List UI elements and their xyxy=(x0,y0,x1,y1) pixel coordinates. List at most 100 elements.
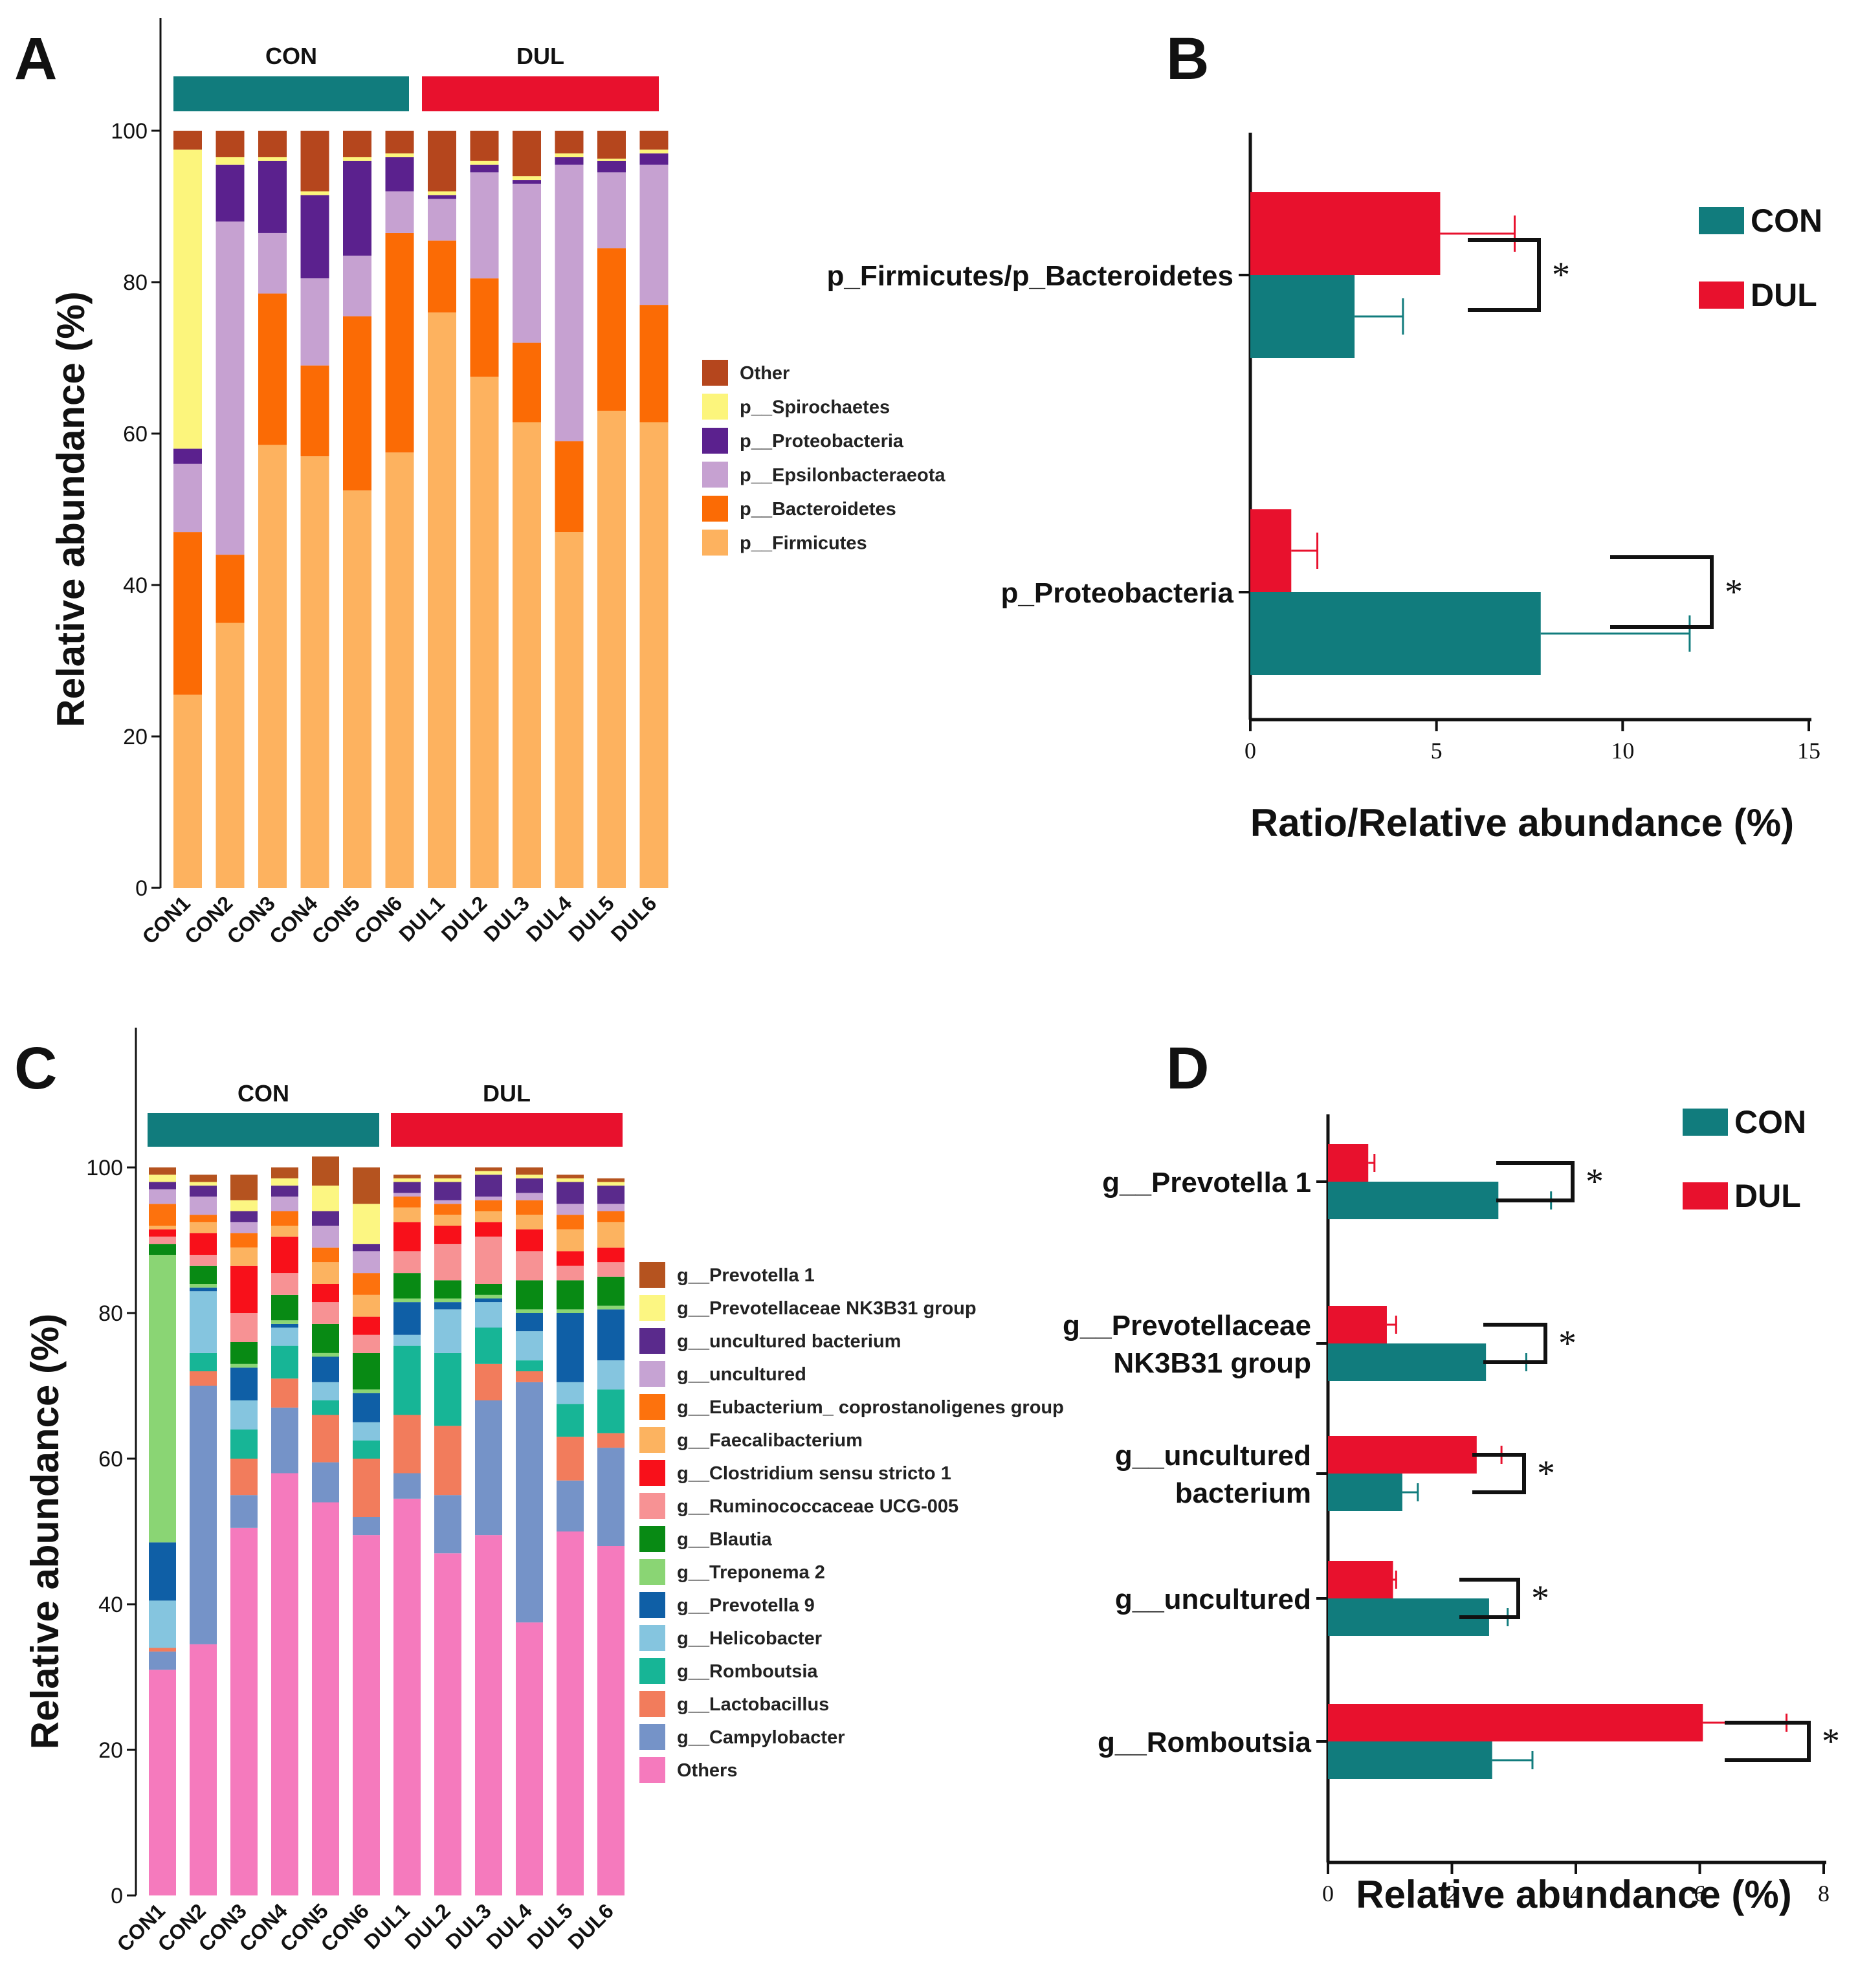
bar-segment xyxy=(343,490,371,888)
x-tick-label: CON5 xyxy=(307,891,364,948)
bar-segment xyxy=(393,1178,421,1182)
bar-segment xyxy=(434,1280,461,1299)
bar-segment xyxy=(271,1294,298,1321)
bar-segment xyxy=(312,1382,339,1400)
bar-segment xyxy=(513,422,541,888)
bar-segment xyxy=(271,1408,298,1474)
category-label: g__Romboutsia xyxy=(1098,1727,1312,1758)
bar-segment xyxy=(516,1622,543,1895)
bar-con xyxy=(1250,275,1355,358)
bar-segment xyxy=(149,1255,176,1543)
legend-swatch xyxy=(639,1691,665,1717)
bar-segment xyxy=(475,1167,502,1171)
bar-segment xyxy=(516,1229,543,1252)
bar-segment xyxy=(597,172,626,248)
bar-segment xyxy=(434,1309,461,1353)
bar-segment xyxy=(516,1251,543,1281)
bar-segment xyxy=(230,1222,258,1233)
bar-segment xyxy=(557,1175,584,1178)
panel-b: B 0 5 10 15 Ratio/Relative abundance (%) p_Fir… xyxy=(827,26,1823,845)
bar-segment xyxy=(434,1178,461,1182)
bar-segment xyxy=(597,1186,625,1204)
bar-segment xyxy=(149,1182,176,1189)
category-label-line: g__Prevotellaceae xyxy=(1063,1310,1311,1342)
bar-segment xyxy=(271,1323,298,1328)
group-label-con: CON xyxy=(265,43,317,69)
legend-label: g__Romboutsia xyxy=(677,1661,818,1682)
bar-segment xyxy=(149,1189,176,1204)
y-tick-label: 60 xyxy=(98,1447,123,1472)
bar-segment xyxy=(475,1222,502,1237)
bar-segment xyxy=(597,1305,625,1310)
bar-segment xyxy=(557,1229,584,1252)
bar-segment xyxy=(173,532,202,695)
x-tick-label: DUL6 xyxy=(563,1899,618,1954)
legend-swatch xyxy=(639,1625,665,1651)
x-tick-label: 15 xyxy=(1797,738,1820,764)
category-label: g__uncultured xyxy=(1115,1584,1311,1615)
bar-segment xyxy=(597,159,626,161)
bar-segment xyxy=(555,164,584,441)
x-tick-label: CON4 xyxy=(265,891,322,948)
bar-segment xyxy=(393,1197,421,1208)
category-label-line: g__Prevotella 1 xyxy=(1102,1167,1311,1198)
bar-segment xyxy=(557,1251,584,1266)
bar-segment xyxy=(428,240,456,313)
bar-segment xyxy=(597,410,626,888)
significance-star: * xyxy=(1558,1323,1576,1364)
x-tick-label: 2 xyxy=(1446,1881,1458,1906)
x-tick-label: 8 xyxy=(1818,1881,1830,1906)
bar-segment xyxy=(149,1226,176,1230)
bar-segment xyxy=(230,1430,258,1459)
bar-segment xyxy=(516,1200,543,1215)
bar-segment xyxy=(258,157,287,161)
bar-segment xyxy=(557,1480,584,1532)
bar-segment xyxy=(353,1316,380,1335)
legend-swatch xyxy=(639,1559,665,1585)
bar-segment xyxy=(271,1236,298,1274)
bar-segment xyxy=(555,532,584,888)
bar-segment xyxy=(343,157,371,161)
x-tick-label: CON3 xyxy=(223,891,280,948)
bar-segment xyxy=(173,149,202,449)
bar-segment xyxy=(230,1364,258,1368)
bar-segment xyxy=(516,1371,543,1382)
bar-segment xyxy=(597,131,626,159)
bar-segment xyxy=(475,1294,502,1299)
bar-segment xyxy=(312,1247,339,1263)
bar-segment xyxy=(475,1327,502,1364)
legend-label: g__Helicobacter xyxy=(677,1628,822,1649)
bar-segment xyxy=(475,1236,502,1284)
bar-segment xyxy=(230,1400,258,1430)
bar-segment xyxy=(271,1273,298,1295)
bar-segment xyxy=(216,157,245,165)
bar-segment xyxy=(516,1360,543,1371)
bar-segment xyxy=(173,131,202,150)
bar-segment xyxy=(470,160,499,165)
significance-star: * xyxy=(1537,1453,1555,1494)
bar-segment xyxy=(513,131,541,177)
y-tick-label: 20 xyxy=(123,725,148,749)
bar-segment xyxy=(557,1531,584,1895)
y-tick-label: 40 xyxy=(98,1593,123,1617)
bar-segment xyxy=(597,1546,625,1895)
bar-segment xyxy=(597,1211,625,1222)
bar-segment xyxy=(353,1251,380,1274)
x-tick-label: DUL2 xyxy=(400,1899,455,1954)
legend-label-dul: DUL xyxy=(1751,277,1817,313)
panel-letter: C xyxy=(14,1035,57,1101)
significance-bracket xyxy=(1725,1721,1811,1762)
legend-label-dul: DUL xyxy=(1734,1178,1801,1214)
bar-segment xyxy=(312,1323,339,1353)
bar-segment xyxy=(353,1422,380,1441)
legend-label: p__Spirochaetes xyxy=(740,397,890,418)
bar-segment xyxy=(434,1204,461,1215)
x-tick-label: DUL3 xyxy=(441,1899,496,1954)
bar-segment xyxy=(639,305,669,423)
bar-segment xyxy=(190,1371,217,1386)
bar-segment xyxy=(312,1502,339,1895)
bar-dul xyxy=(1328,1704,1703,1741)
panel-c: C 0 20 40 60 80 100 Relative abundance (%) CON DU… xyxy=(14,1028,1064,1956)
bar-segment xyxy=(353,1459,380,1517)
bar-segment xyxy=(516,1280,543,1310)
